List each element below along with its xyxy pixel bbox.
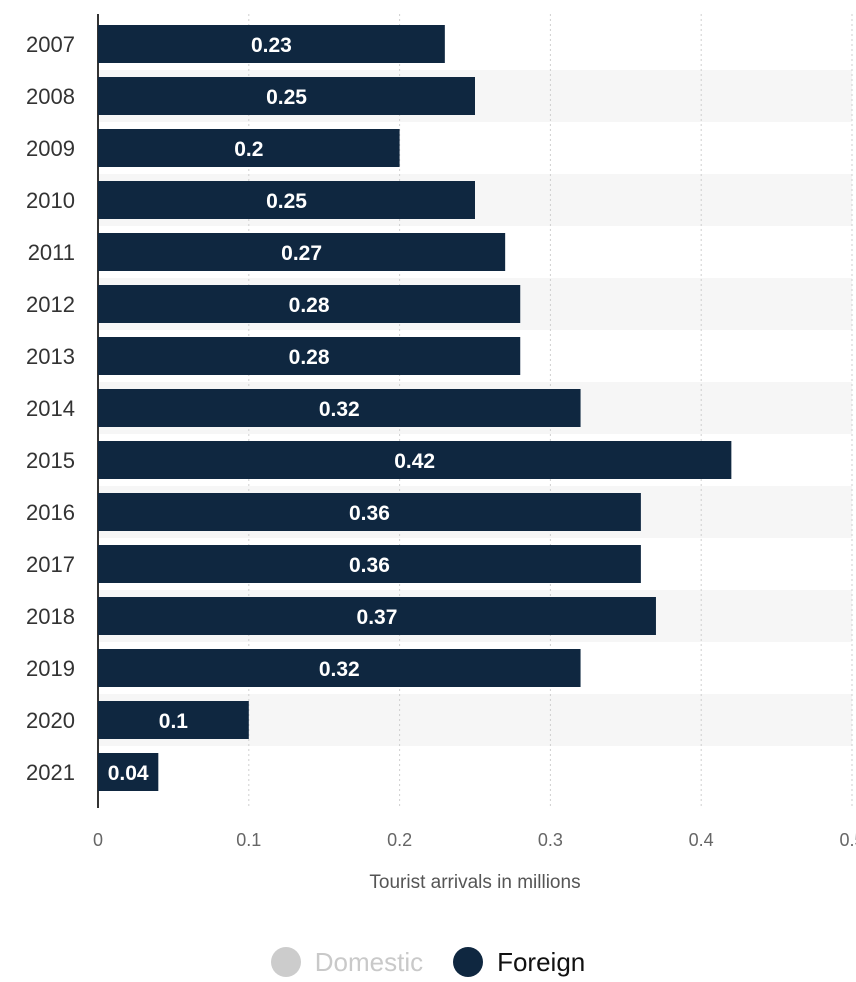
x-tick-label: 0.5 [839, 830, 856, 850]
x-tick-label: 0.2 [387, 830, 412, 850]
x-tick-label: 0.3 [538, 830, 563, 850]
bar-2020[interactable] [98, 701, 249, 739]
bar-2012[interactable] [98, 285, 521, 323]
y-tick-label-2012: 2012 [26, 292, 75, 317]
x-tick-label: 0.4 [689, 830, 714, 850]
y-tick-label-2013: 2013 [26, 344, 75, 369]
bar-2018[interactable] [98, 597, 656, 635]
y-tick-label-2021: 2021 [26, 760, 75, 785]
y-tick-label-2011: 2011 [28, 240, 75, 265]
y-tick-label-2018: 2018 [26, 604, 75, 629]
y-tick-label-2017: 2017 [26, 552, 75, 577]
y-tick-label-2014: 2014 [26, 396, 75, 421]
bar-2019[interactable] [98, 649, 581, 687]
y-tick-label-2007: 2007 [26, 32, 75, 57]
bar-value-label-2017: 0.36 [349, 554, 390, 577]
bar-value-label-2008: 0.25 [266, 86, 307, 109]
bar-value-label-2018: 0.37 [357, 606, 398, 629]
bar-2015[interactable] [98, 441, 732, 479]
bar-2011[interactable] [98, 233, 506, 271]
x-tick-label: 0 [93, 830, 103, 850]
legend-swatch-domestic [270, 947, 301, 977]
y-tick-label-2010: 2010 [26, 188, 75, 213]
y-tick-label-2008: 2008 [26, 84, 75, 109]
bar-2007[interactable] [98, 25, 445, 63]
x-axis-title: Tourist arrivals in millions [369, 872, 580, 893]
x-tick-label: 0.1 [236, 830, 261, 850]
bar-2010[interactable] [98, 181, 475, 219]
bar-2014[interactable] [98, 389, 581, 427]
bar-value-label-2010: 0.25 [266, 190, 307, 213]
bar-value-label-2007: 0.23 [251, 34, 292, 57]
bar-value-label-2013: 0.28 [289, 346, 330, 369]
bar-2016[interactable] [98, 493, 641, 531]
bar-value-label-2020: 0.1 [159, 710, 189, 733]
y-tick-label-2015: 2015 [26, 448, 75, 473]
legend-item-domestic[interactable]: Domestic [270, 946, 424, 978]
bar-2009[interactable] [98, 129, 400, 167]
bar-2013[interactable] [98, 337, 521, 375]
bar-chart: 2007 0.23 2008 0.25 2009 0.2 2010 0.25 2011 0.27 2… [26, 14, 856, 893]
bar-2008[interactable] [98, 77, 475, 115]
legend: Domestic Foreign [0, 942, 856, 982]
bar-value-label-2015: 0.42 [394, 450, 435, 473]
legend-swatch-foreign [453, 947, 484, 977]
bar-2021[interactable] [98, 753, 159, 791]
legend-label-foreign: Foreign [497, 946, 586, 977]
legend-item-foreign[interactable]: Foreign [453, 947, 585, 978]
bar-value-label-2014: 0.32 [319, 398, 360, 421]
bar-value-label-2016: 0.36 [349, 502, 390, 525]
bar-value-label-2019: 0.32 [319, 658, 360, 681]
bar-value-label-2021: 0.04 [108, 762, 149, 785]
y-tick-label-2019: 2019 [26, 656, 75, 681]
bar-value-label-2009: 0.2 [234, 138, 263, 161]
y-tick-label-2009: 2009 [26, 136, 75, 161]
legend-label-domestic: Domestic [314, 946, 424, 977]
y-tick-label-2016: 2016 [26, 500, 75, 525]
bar-value-label-2011: 0.27 [281, 242, 322, 265]
y-tick-label-2020: 2020 [26, 708, 75, 733]
bar-2017[interactable] [98, 545, 641, 583]
bar-value-label-2012: 0.28 [289, 294, 330, 317]
